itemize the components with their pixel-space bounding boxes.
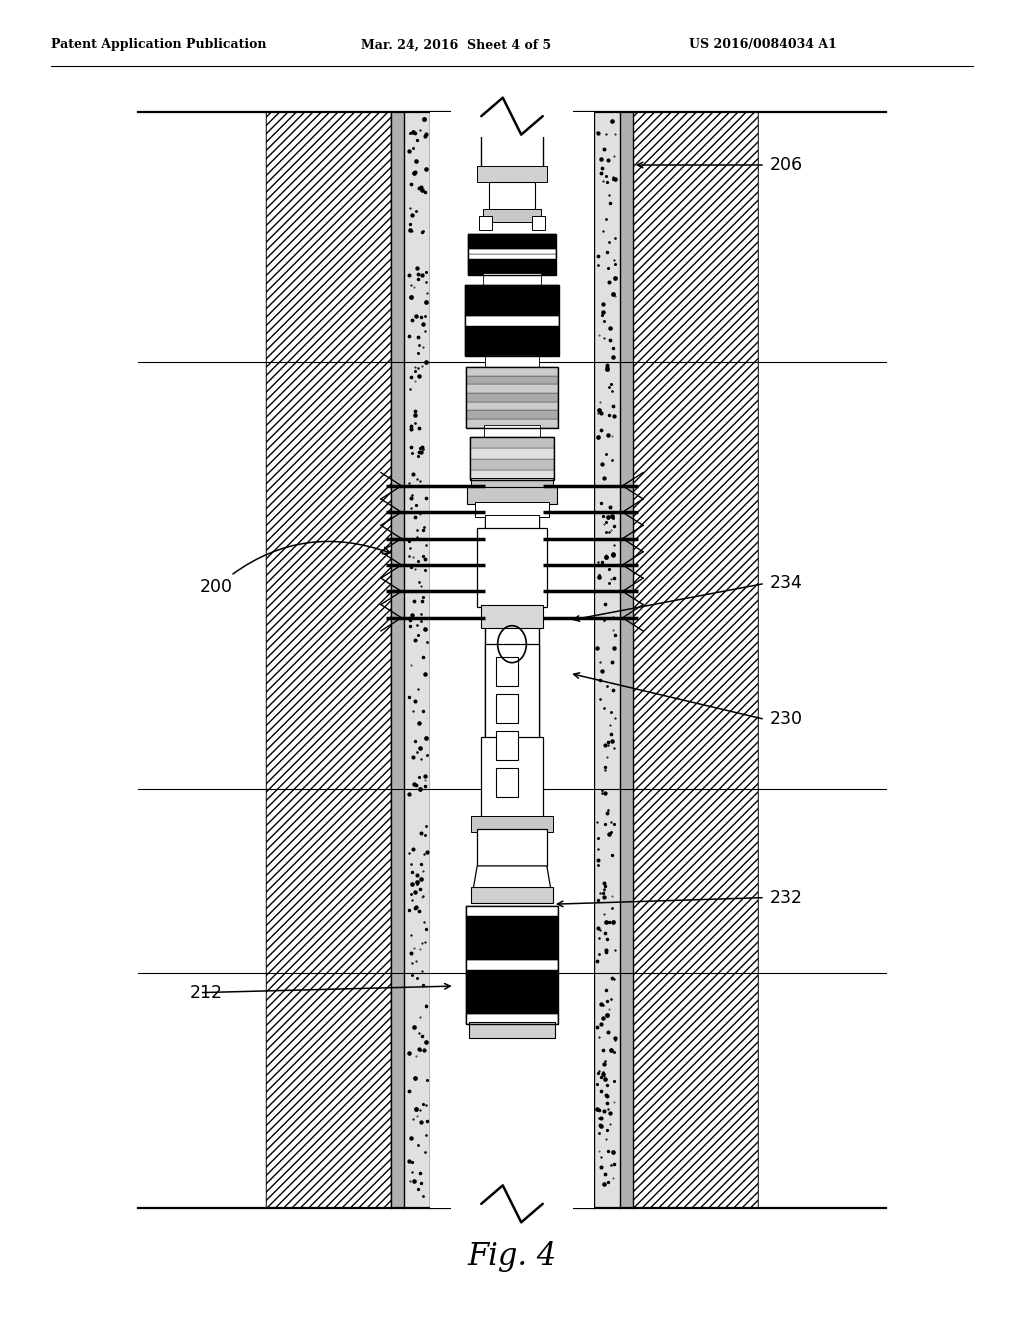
Bar [468, 259, 556, 264]
Bar [485, 488, 539, 832]
Bar [467, 487, 557, 504]
Bar [468, 234, 556, 239]
Bar [483, 209, 541, 222]
Bar [465, 305, 559, 315]
Polygon shape [266, 112, 391, 1208]
Bar [471, 478, 553, 491]
Bar [468, 249, 556, 253]
Text: Patent Application Publication: Patent Application Publication [51, 38, 266, 51]
Text: Fig. 4: Fig. 4 [467, 1241, 557, 1272]
Bar [489, 182, 535, 211]
Bar [477, 829, 547, 866]
Bar [466, 916, 558, 927]
Bar [477, 166, 547, 182]
Bar [466, 367, 558, 428]
Bar [479, 216, 492, 230]
Text: 232: 232 [770, 888, 803, 907]
Text: Mar. 24, 2016  Sheet 4 of 5: Mar. 24, 2016 Sheet 4 of 5 [360, 38, 551, 51]
Bar [466, 411, 558, 418]
Bar [469, 1022, 555, 1038]
Bar [466, 367, 558, 376]
Bar [468, 264, 556, 269]
Bar [481, 116, 543, 169]
Bar [451, 95, 573, 137]
Bar [465, 346, 559, 356]
Text: 212: 212 [189, 983, 222, 1002]
Bar [532, 216, 545, 230]
Bar [391, 112, 404, 1208]
Text: 206: 206 [770, 156, 803, 174]
Bar [466, 1003, 558, 1014]
Bar [496, 731, 518, 760]
Bar [466, 981, 558, 991]
Bar [466, 949, 558, 960]
Bar [468, 269, 556, 275]
Bar [496, 657, 518, 686]
Bar [466, 376, 558, 384]
Bar [430, 112, 594, 1208]
Bar [470, 459, 554, 470]
Bar [466, 970, 558, 981]
Bar [481, 605, 543, 628]
Bar [470, 437, 554, 447]
Bar [620, 112, 633, 1208]
Bar [470, 437, 554, 480]
Bar [466, 418, 558, 428]
Bar [465, 337, 559, 346]
Bar [594, 112, 620, 1208]
Bar [468, 244, 556, 249]
Bar [465, 285, 559, 356]
Bar [466, 384, 558, 393]
Bar [470, 470, 554, 480]
Bar [471, 887, 553, 903]
Bar [485, 644, 539, 739]
Bar [404, 112, 430, 1208]
Bar [466, 906, 558, 916]
Text: US 2016/0084034 A1: US 2016/0084034 A1 [689, 38, 837, 51]
Bar [484, 425, 540, 438]
Bar [465, 285, 559, 296]
Bar [465, 326, 559, 337]
Bar [465, 315, 559, 326]
Bar [468, 239, 556, 244]
Bar [466, 1014, 558, 1024]
Text: 234: 234 [770, 574, 803, 593]
Text: 230: 230 [770, 710, 803, 729]
Bar [466, 906, 558, 1024]
Bar [483, 273, 541, 286]
Bar [138, 112, 886, 1208]
Bar [468, 234, 556, 275]
Bar [466, 927, 558, 939]
Bar [466, 960, 558, 970]
Bar [468, 253, 556, 259]
Bar [471, 816, 553, 832]
Bar [466, 401, 558, 411]
Bar [465, 296, 559, 305]
Bar [496, 768, 518, 797]
Bar [496, 694, 518, 723]
Bar [466, 393, 558, 401]
Bar [477, 528, 547, 607]
Polygon shape [633, 112, 758, 1208]
Bar [475, 502, 549, 517]
Bar [451, 1183, 573, 1225]
Bar [485, 515, 539, 528]
Bar [470, 447, 554, 459]
Bar [481, 737, 543, 818]
Bar [466, 939, 558, 949]
Polygon shape [473, 866, 551, 890]
Text: 200: 200 [200, 541, 390, 597]
Bar [485, 355, 539, 368]
Bar [466, 991, 558, 1003]
